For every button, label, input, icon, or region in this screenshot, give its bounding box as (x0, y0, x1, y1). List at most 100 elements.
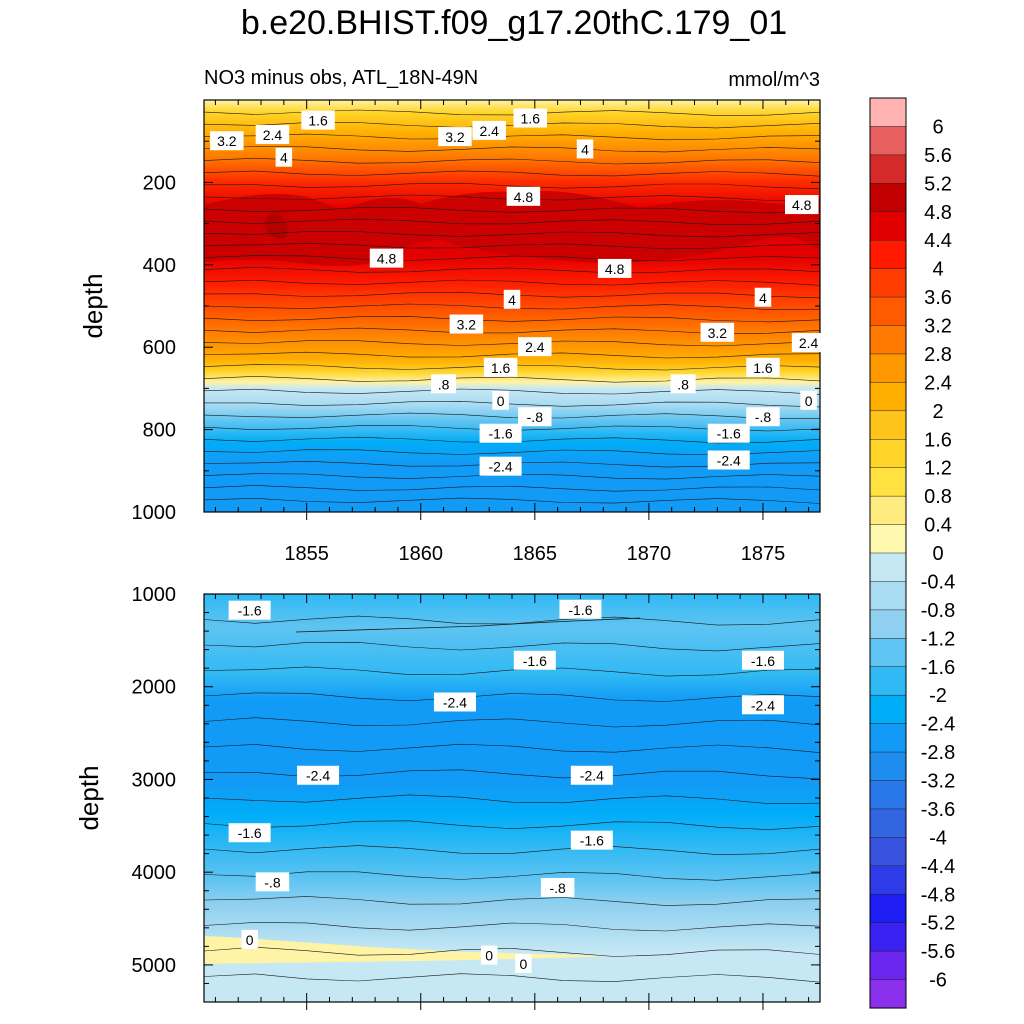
contour-label-bg (754, 287, 772, 307)
contour-label: -.8 (527, 409, 544, 425)
colorbar-label: 4.4 (924, 230, 952, 252)
contour-label-bg (559, 599, 602, 619)
contour-label-bg (301, 110, 335, 130)
contour-line (204, 340, 820, 347)
contour-label: 2.4 (525, 339, 545, 355)
contour-label: .8 (438, 376, 450, 392)
contour-label-bg (275, 147, 293, 167)
contour-line (204, 922, 820, 932)
contour-label-bg (210, 131, 244, 151)
contour-label-bg (483, 357, 518, 377)
x-tick-label: 1855 (284, 543, 329, 565)
contour-label-bg (472, 120, 506, 140)
colorbar-box (869, 410, 907, 440)
upper-y-label: depth (78, 273, 108, 338)
chart-title: b.e20.BHIST.f09_g17.20thC.179_01 (241, 4, 787, 42)
contour-label: 4 (581, 141, 589, 157)
colorbar-label: -1.6 (921, 657, 955, 679)
contour-line (204, 388, 820, 395)
x-tick-label: 1870 (627, 543, 672, 565)
y-tick-label: 800 (143, 420, 176, 442)
colorbar-box (869, 268, 907, 298)
colorbar-box (869, 950, 907, 981)
y-tick-label: 3000 (132, 769, 177, 791)
contour-label-bg (515, 953, 532, 973)
upper-contour-labels: 1.6 3.2 2.4 3.2 2.4 1.6 4 4 4.8 4.8 4.8 4.8 4 4 3.2 3.2… (210, 108, 826, 476)
colorbar-label: 4 (932, 259, 943, 281)
contour-label: 0 (497, 393, 505, 409)
contour-line (204, 845, 820, 856)
colorbar-label: 0 (932, 543, 943, 565)
contour-label: 2.4 (263, 127, 283, 143)
colorbar-label: 2.8 (924, 344, 952, 366)
contour-label-bg (369, 248, 404, 268)
colorbar-label: -5.2 (921, 913, 955, 935)
contour-line (204, 615, 820, 626)
lower-y-axis: 1000 2000 3000 4000 5000 (132, 584, 820, 1003)
contour-line (204, 743, 820, 753)
contour-line (204, 218, 820, 226)
colorbar-box (869, 837, 907, 867)
contour-label: -2.4 (751, 697, 775, 713)
lower-x-axis (214, 594, 810, 1010)
contour-label: 3.2 (445, 129, 465, 145)
colorbar-label: -6 (929, 970, 947, 992)
lower-field (204, 594, 820, 1002)
contour-label: 3.2 (217, 133, 237, 149)
contour-line (204, 871, 820, 881)
colorbar-box (869, 126, 907, 156)
colorbar-box (869, 211, 907, 241)
contour-line (204, 896, 820, 906)
contour-label: 4.8 (514, 189, 534, 205)
contour-label-bg (241, 929, 258, 949)
y-tick-label: 1000 (132, 502, 177, 524)
colorbar-box (869, 239, 907, 270)
contour-label: 4 (280, 150, 288, 166)
contour-label-bg (431, 374, 457, 394)
contour-label-bg (700, 322, 735, 342)
contour-label-bg (670, 374, 696, 394)
contour-label: 1.6 (521, 111, 541, 127)
contour-line (204, 133, 820, 141)
contour-label: 3.2 (708, 325, 728, 341)
contour-label-bg (449, 314, 484, 334)
contour-label: 4.8 (605, 261, 625, 277)
contour-label: -1.6 (751, 653, 775, 669)
contour-line (204, 242, 820, 250)
y-tick-label: 2000 (132, 677, 177, 699)
contour-label: 2.4 (799, 335, 819, 351)
colorbar-box (869, 183, 907, 213)
contour-label-bg (479, 423, 522, 443)
contour-line (204, 400, 820, 408)
contour-label-bg (518, 407, 552, 427)
colorbar-label: -2 (929, 685, 947, 707)
lower-contour-labels: -1.6 -1.6 -1.6 -1.6 -2.4 -2.4 -2.4 -2.4 -1.6 -1.6… (228, 599, 784, 973)
contour-label: -2.4 (580, 768, 604, 784)
colorbar-box (869, 296, 907, 327)
upper-small-max (264, 212, 288, 240)
colorbar-label: 2.4 (924, 372, 952, 394)
contour-label: 4 (759, 290, 767, 306)
colorbar-label: -0.4 (921, 571, 955, 593)
contour-line (204, 820, 820, 830)
contour-label: -1.6 (717, 426, 741, 442)
colorbar-label: -1.2 (921, 628, 955, 650)
contour-label-bg (255, 125, 290, 145)
lower-contour-lines (204, 615, 820, 983)
y-tick-label: 5000 (132, 955, 177, 977)
colorbar-frame (869, 97, 907, 1009)
colorbar-box (869, 666, 907, 696)
contour-label-bg (741, 650, 784, 670)
contour-label: -1.6 (238, 825, 262, 841)
colorbar-label: -3.6 (921, 799, 955, 821)
contour-label: -2.4 (443, 694, 467, 710)
colorbar-label: 5.6 (924, 145, 952, 167)
colorbar-label: 6 (932, 116, 943, 138)
colorbar-box (869, 609, 907, 639)
colorbar-box (869, 865, 907, 895)
colorbar-box (869, 325, 907, 355)
contour-label-bg (255, 872, 290, 892)
contour-label-bg (518, 337, 552, 357)
contour-label: 0 (805, 393, 813, 409)
